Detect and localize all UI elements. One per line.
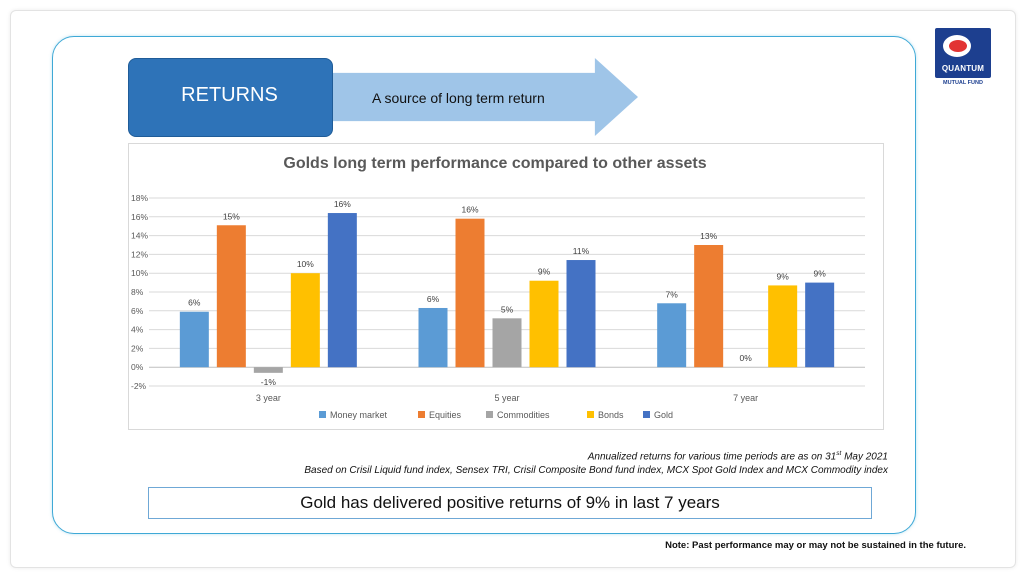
legend-label: Money market (330, 410, 388, 420)
bar (805, 282, 835, 368)
bar (418, 307, 448, 368)
data-label: 0% (740, 353, 753, 363)
chart-title: Golds long term performance compared to … (283, 155, 706, 172)
legend-swatch (319, 411, 326, 418)
y-tick-label: 6% (131, 306, 144, 316)
x-tick-label: 3 year (256, 393, 281, 403)
y-tick-label: 12% (131, 249, 148, 259)
y-tick-label: -2% (131, 381, 147, 391)
data-label: 11% (573, 246, 590, 256)
data-label: 10% (297, 259, 314, 269)
data-label: -1% (261, 377, 277, 387)
footnote-date: Annualized returns for various time peri… (304, 447, 888, 464)
x-tick-label: 7 year (733, 393, 758, 403)
quantum-logo: QUANTUM MUTUAL FUND (933, 26, 993, 90)
disclaimer: Note: Past performance may or may not be… (665, 540, 966, 551)
logo-name: QUANTUM (941, 64, 985, 73)
bar (253, 367, 283, 373)
data-label: 7% (666, 289, 679, 299)
footnote-date-suffix: May 2021 (841, 451, 888, 463)
data-label: 6% (427, 294, 440, 304)
bar (179, 311, 209, 368)
legend-swatch (418, 411, 425, 418)
key-takeaway-box: Gold has delivered positive returns of 9… (148, 487, 872, 519)
y-tick-label: 18% (131, 193, 148, 203)
footnote-indices: Based on Crisil Liquid fund index, Sense… (304, 465, 888, 477)
bar (657, 303, 687, 368)
bar (566, 260, 596, 368)
data-label: 5% (501, 304, 514, 314)
y-tick-label: 14% (131, 231, 148, 241)
x-tick-label: 5 year (494, 393, 519, 403)
bar (529, 280, 559, 368)
footnote-date-prefix: Annualized returns for various time peri… (587, 451, 837, 463)
legend-label: Bonds (598, 410, 624, 420)
y-tick-label: 8% (131, 287, 144, 297)
y-tick-label: 4% (131, 325, 144, 335)
data-label: 13% (700, 231, 717, 241)
footnote-date-sup: st (836, 450, 842, 457)
y-tick-label: 0% (131, 362, 144, 372)
legend-label: Commodities (497, 410, 550, 420)
bar (455, 218, 485, 368)
legend-swatch (643, 411, 650, 418)
returns-badge (128, 58, 333, 137)
legend-label: Gold (654, 410, 673, 420)
y-tick-label: 10% (131, 268, 148, 278)
data-label: 16% (461, 205, 478, 215)
data-label: 6% (188, 298, 201, 308)
bar (768, 285, 798, 368)
header-arrow-text: A source of long term return (372, 90, 545, 106)
bar (694, 245, 724, 368)
data-label: 15% (223, 211, 240, 221)
logo-subtitle: MUTUAL FUND (943, 80, 983, 86)
y-tick-label: 2% (131, 343, 144, 353)
logo-swirl-icon (949, 40, 967, 52)
chart-container: Golds long term performance compared to … (128, 143, 884, 430)
data-label: 9% (777, 271, 790, 281)
y-tick-label: 16% (131, 212, 148, 222)
logo-emblem: QUANTUM (935, 28, 991, 78)
bar (327, 213, 357, 368)
bar (290, 273, 320, 368)
legend-label: Equities (429, 410, 462, 420)
bar-chart: Golds long term performance compared to … (131, 155, 865, 420)
bar (492, 318, 522, 368)
data-label: 16% (334, 199, 351, 209)
footnotes: Annualized returns for various time peri… (304, 447, 888, 478)
data-label: 9% (538, 267, 551, 277)
legend-swatch (486, 411, 493, 418)
data-label: 9% (814, 269, 827, 279)
legend-swatch (587, 411, 594, 418)
returns-badge-label: RETURNS (181, 84, 278, 106)
bar (216, 225, 246, 368)
